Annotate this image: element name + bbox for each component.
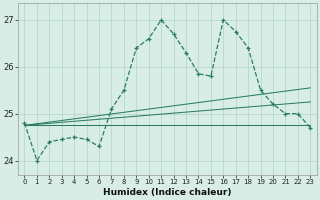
X-axis label: Humidex (Indice chaleur): Humidex (Indice chaleur) — [103, 188, 232, 197]
